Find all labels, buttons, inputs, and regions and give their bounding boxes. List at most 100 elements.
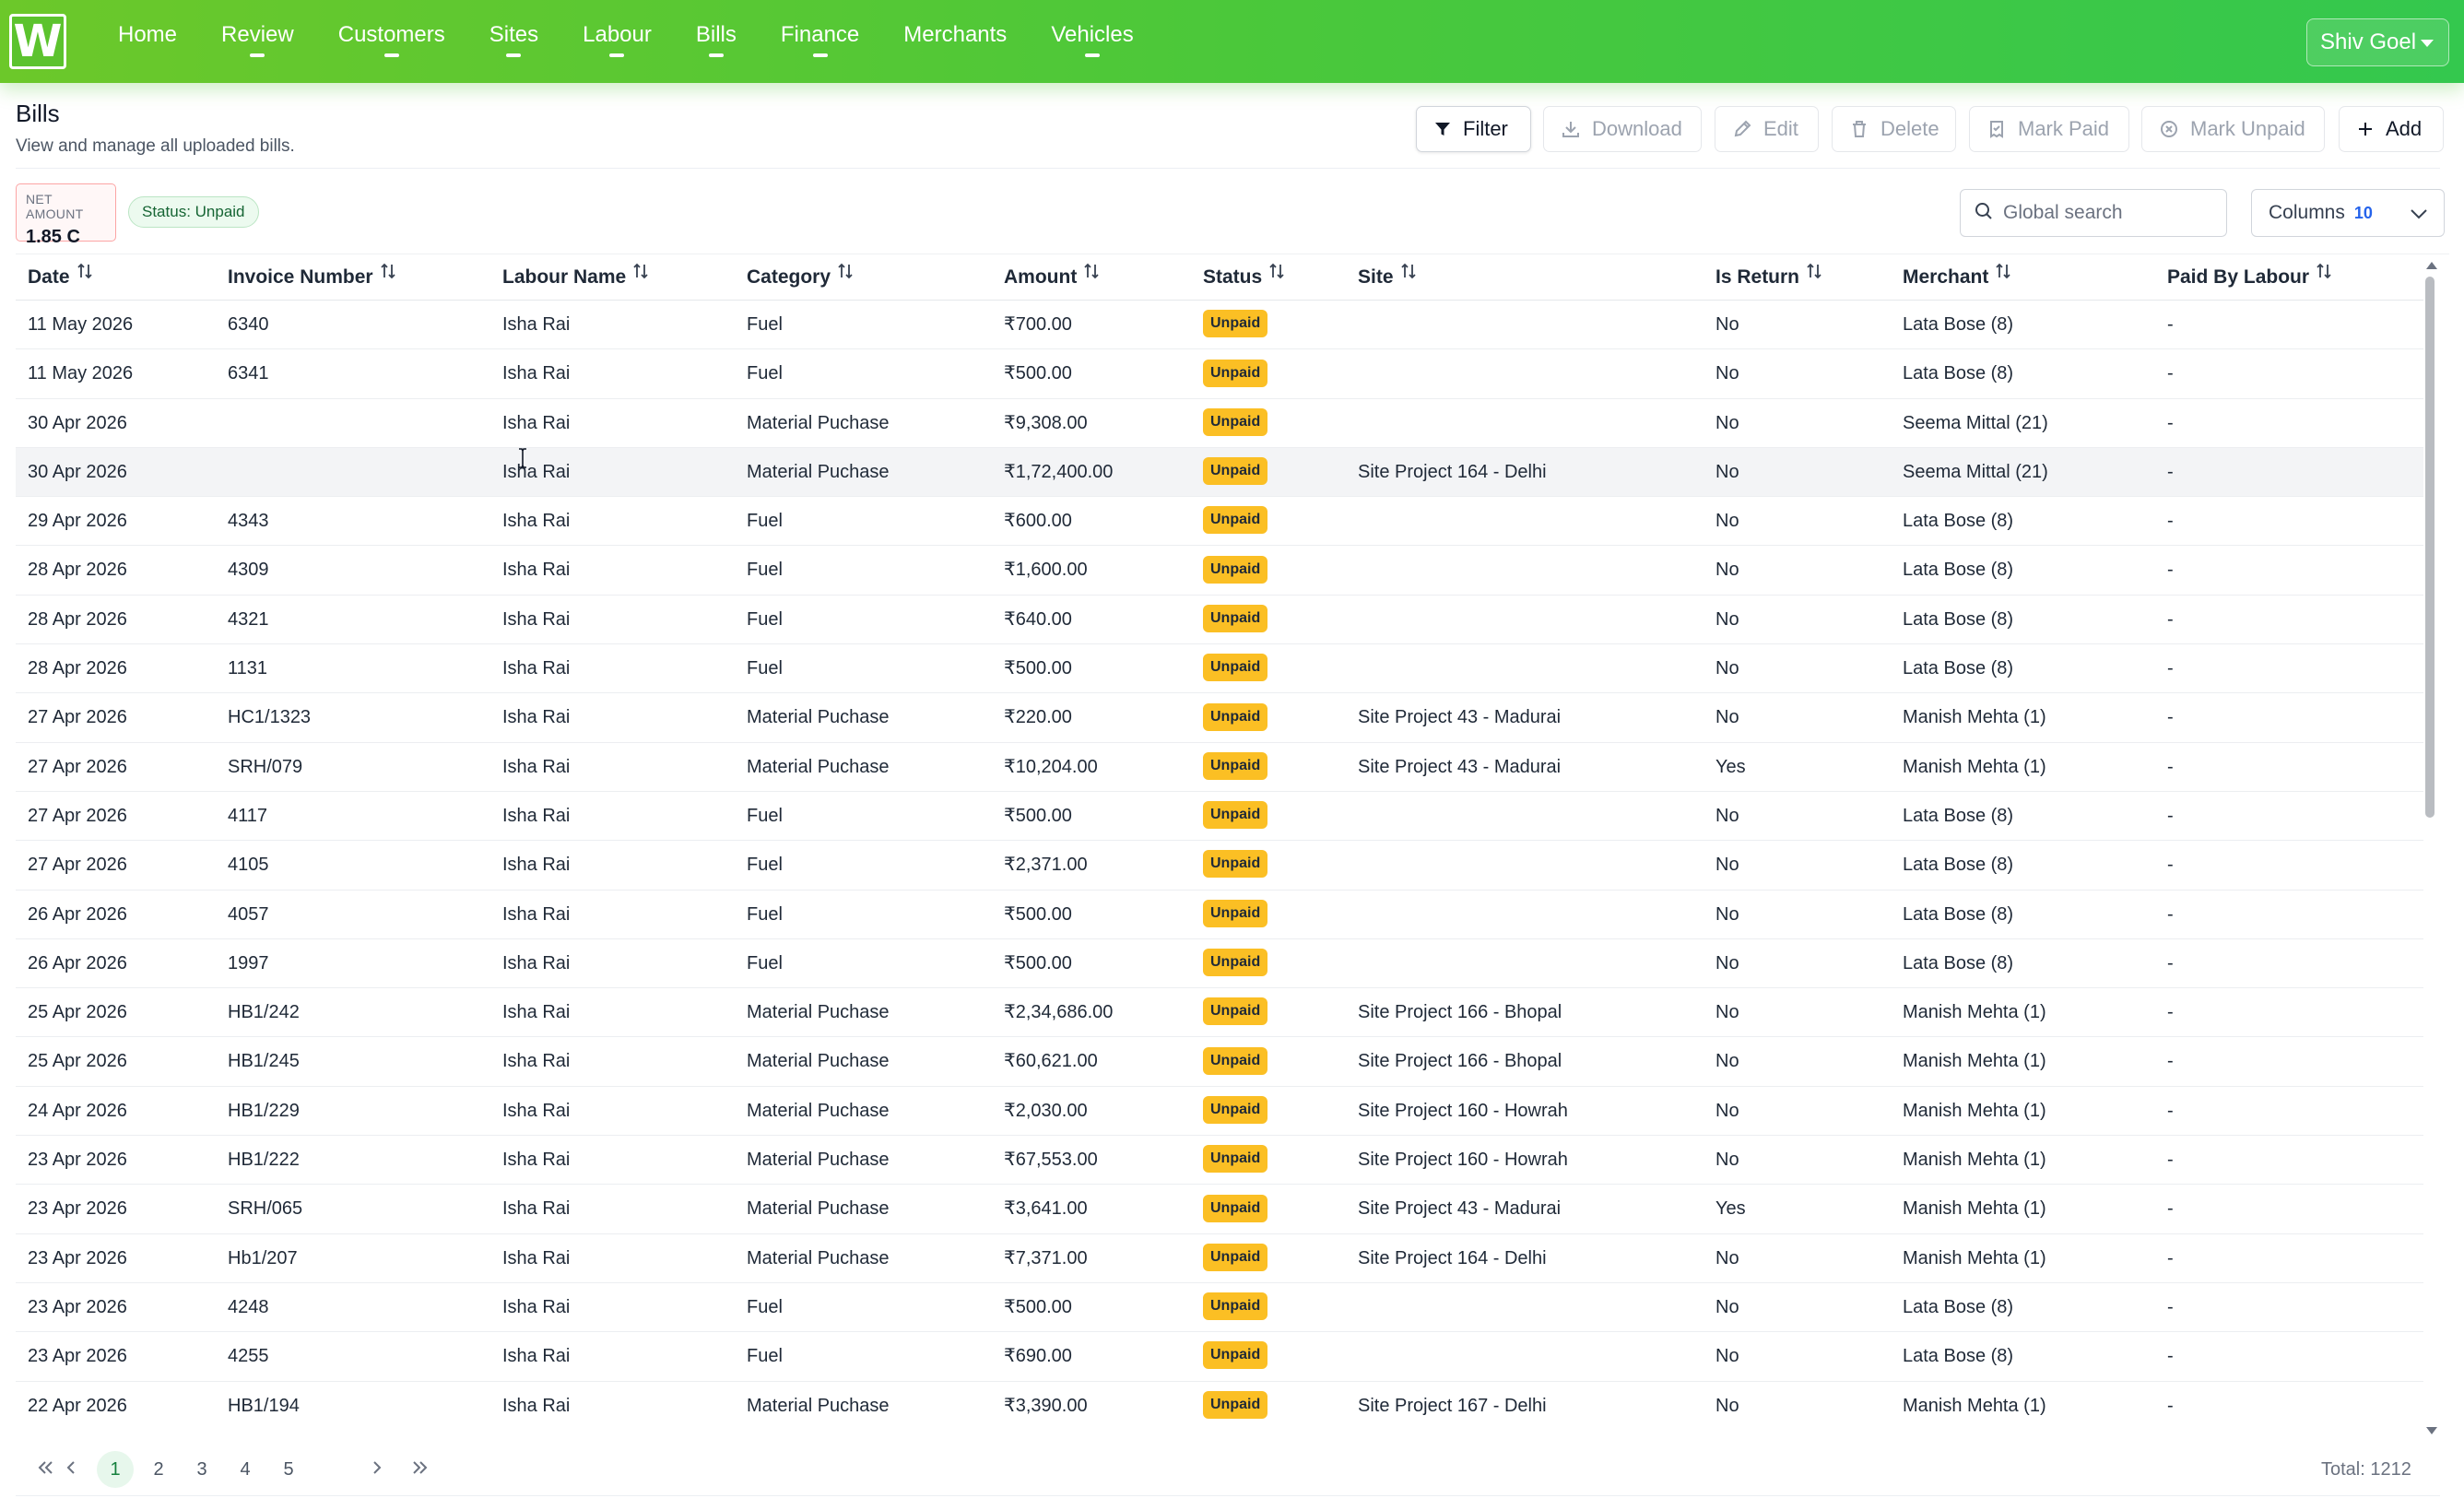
page-button-2[interactable]: 2 bbox=[153, 1459, 164, 1480]
page-button-3[interactable]: 3 bbox=[196, 1459, 207, 1480]
download-button[interactable]: Download bbox=[1543, 106, 1702, 152]
status-filter-chip[interactable]: Status: Unpaid bbox=[128, 196, 259, 228]
table-row[interactable]: 26 Apr 2026 4057 Isha Rai Fuel ₹500.00 Unpaid… bbox=[16, 891, 2423, 939]
cell-paid-by-labour: - bbox=[2167, 1395, 2174, 1416]
column-header-category[interactable]: Category bbox=[747, 254, 855, 301]
table-row[interactable]: 27 Apr 2026 SRH/079 Isha Rai Material Pucha… bbox=[16, 743, 2423, 792]
mark-unpaid-button[interactable]: Mark Unpaid bbox=[2141, 106, 2325, 152]
sort-icon[interactable] bbox=[1805, 254, 1823, 298]
cell-labour-name: Isha Rai bbox=[502, 1296, 571, 1317]
column-header-amount[interactable]: Amount bbox=[1004, 254, 1101, 301]
table-row[interactable]: 25 Apr 2026 HB1/245 Isha Rai Material Pucha… bbox=[16, 1037, 2423, 1087]
nav-item-labour[interactable]: Labour bbox=[583, 0, 652, 83]
cell-invoice-number: HC1/1323 bbox=[228, 707, 312, 728]
nav-item-sites[interactable]: Sites bbox=[489, 0, 538, 83]
column-header-is-return[interactable]: Is Return bbox=[1715, 254, 1823, 301]
table-row[interactable]: 23 Apr 2026 SRH/065 Isha Rai Material Pucha… bbox=[16, 1185, 2423, 1234]
table-row[interactable]: 27 Apr 2026 HC1/1323 Isha Rai Material Puch… bbox=[16, 693, 2423, 743]
add-button[interactable]: Add bbox=[2339, 106, 2444, 152]
cell-merchant: Manish Mehta (1) bbox=[1903, 756, 2046, 777]
table-row[interactable]: 28 Apr 2026 4309 Isha Rai Fuel ₹1,600.00 Unpa… bbox=[16, 546, 2423, 596]
nav-item-merchants[interactable]: Merchants bbox=[903, 0, 1007, 83]
table-row[interactable]: 11 May 2026 6340 Isha Rai Fuel ₹700.00 Unpaid… bbox=[16, 301, 2423, 350]
column-header-date[interactable]: Date bbox=[28, 254, 94, 301]
nav-item-label: Finance bbox=[780, 22, 860, 47]
nav-item-home[interactable]: Home bbox=[118, 0, 177, 83]
nav-item-bills[interactable]: Bills bbox=[696, 0, 737, 83]
table-row[interactable]: 25 Apr 2026 HB1/242 Isha Rai Material Pucha… bbox=[16, 988, 2423, 1038]
scroll-up-arrow-icon[interactable] bbox=[2426, 262, 2437, 269]
table-row[interactable]: 23 Apr 2026 Hb1/207 Isha Rai Material Pucha… bbox=[16, 1234, 2423, 1283]
first-page-button[interactable] bbox=[28, 1451, 65, 1488]
user-menu-button[interactable]: Shiv Goel bbox=[2306, 18, 2449, 66]
sort-icon[interactable] bbox=[836, 254, 855, 298]
app-logo[interactable]: W bbox=[9, 14, 66, 69]
dropdown-indicator-icon bbox=[708, 53, 724, 57]
nav-item-review[interactable]: Review bbox=[221, 0, 294, 83]
table-row[interactable]: 29 Apr 2026 4343 Isha Rai Fuel ₹600.00 Unpaid… bbox=[16, 497, 2423, 547]
last-page-button[interactable] bbox=[401, 1451, 438, 1488]
filter-button-label: Filter bbox=[1463, 117, 1508, 140]
table-row[interactable]: 24 Apr 2026 HB1/229 Isha Rai Material Pucha… bbox=[16, 1087, 2423, 1137]
cell-labour-name: Isha Rai bbox=[502, 855, 571, 876]
sort-icon[interactable] bbox=[76, 254, 94, 298]
table-row[interactable]: 27 Apr 2026 4105 Isha Rai Fuel ₹2,371.00 Unpa… bbox=[16, 841, 2423, 891]
cell-site: Site Project 167 - Delhi bbox=[1358, 1395, 1547, 1416]
global-search-input[interactable] bbox=[2003, 202, 2215, 224]
mark-paid-button[interactable]: Mark Paid bbox=[1969, 106, 2129, 152]
dropdown-indicator-icon bbox=[812, 53, 828, 57]
nav-item-finance[interactable]: Finance bbox=[781, 0, 859, 83]
prev-page-button[interactable] bbox=[53, 1451, 90, 1488]
edit-button[interactable]: Edit bbox=[1715, 106, 1819, 152]
sort-icon[interactable] bbox=[1082, 254, 1101, 298]
table-row[interactable]: 27 Apr 2026 4117 Isha Rai Fuel ₹500.00 Unpaid… bbox=[16, 792, 2423, 842]
page-button-5[interactable]: 5 bbox=[283, 1459, 294, 1480]
sort-icon[interactable] bbox=[379, 254, 397, 298]
cell-invoice-number: 4105 bbox=[228, 855, 269, 876]
cell-category: Fuel bbox=[747, 658, 783, 679]
table-row[interactable]: 23 Apr 2026 4255 Isha Rai Fuel ₹690.00 Unpaid… bbox=[16, 1332, 2423, 1382]
page-button-4[interactable]: 4 bbox=[240, 1459, 251, 1480]
cell-merchant: Manish Mehta (1) bbox=[1903, 1247, 2046, 1268]
cell-is-return: No bbox=[1715, 608, 1739, 630]
nav-item-vehicles[interactable]: Vehicles bbox=[1051, 0, 1134, 83]
column-header-status[interactable]: Status bbox=[1203, 254, 1286, 301]
cell-labour-name: Isha Rai bbox=[502, 608, 571, 630]
table-row[interactable]: 11 May 2026 6341 Isha Rai Fuel ₹500.00 Unpaid… bbox=[16, 349, 2423, 399]
status-badge: Unpaid bbox=[1203, 702, 1268, 731]
sort-icon[interactable] bbox=[2315, 254, 2333, 298]
chevron-right-icon bbox=[370, 1459, 383, 1480]
cell-amount: ₹700.00 bbox=[1004, 314, 1072, 335]
table-row[interactable]: 30 Apr 2026 Isha Rai Material Puchase ₹1,72… bbox=[16, 447, 2423, 498]
column-header-labour-name[interactable]: Labour Name bbox=[502, 254, 650, 301]
sort-icon[interactable] bbox=[1399, 254, 1418, 298]
next-page-button[interactable] bbox=[358, 1451, 395, 1488]
table-row[interactable]: 23 Apr 2026 HB1/222 Isha Rai Material Pucha… bbox=[16, 1136, 2423, 1186]
table-row[interactable]: 30 Apr 2026 Isha Rai Material Puchase ₹9,30… bbox=[16, 399, 2423, 448]
column-header-invoice-number[interactable]: Invoice Number bbox=[228, 254, 397, 301]
delete-button[interactable]: Delete bbox=[1832, 106, 1956, 152]
scroll-down-arrow-icon[interactable] bbox=[2426, 1427, 2437, 1434]
columns-selector[interactable]: Columns 10 bbox=[2251, 189, 2445, 237]
column-header-paid-by-labour[interactable]: Paid By Labour bbox=[2167, 254, 2333, 301]
download-button-label: Download bbox=[1592, 117, 1682, 140]
column-header-merchant[interactable]: Merchant bbox=[1903, 254, 2012, 301]
table-scrollbar-thumb[interactable] bbox=[2425, 277, 2435, 818]
cell-paid-by-labour: - bbox=[2167, 1296, 2174, 1317]
sort-icon[interactable] bbox=[1267, 254, 1286, 298]
nav-item-customers[interactable]: Customers bbox=[338, 0, 445, 83]
cell-labour-name: Isha Rai bbox=[502, 560, 571, 581]
page-button-1[interactable]: 1 bbox=[97, 1451, 134, 1488]
global-search-box[interactable] bbox=[1960, 189, 2227, 237]
cell-merchant: Manish Mehta (1) bbox=[1903, 707, 2046, 728]
table-row[interactable]: 26 Apr 2026 1997 Isha Rai Fuel ₹500.00 Unpaid… bbox=[16, 939, 2423, 989]
table-row[interactable]: 28 Apr 2026 4321 Isha Rai Fuel ₹640.00 Unpaid… bbox=[16, 596, 2423, 645]
table-row[interactable]: 22 Apr 2026 HB1/194 Isha Rai Material Pucha… bbox=[16, 1382, 2423, 1429]
caret-down-icon bbox=[2421, 40, 2434, 47]
table-row[interactable]: 23 Apr 2026 4248 Isha Rai Fuel ₹500.00 Unpaid… bbox=[16, 1283, 2423, 1333]
column-header-site[interactable]: Site bbox=[1358, 254, 1418, 301]
sort-icon[interactable] bbox=[1994, 254, 2012, 298]
sort-icon[interactable] bbox=[631, 254, 650, 298]
filter-button[interactable]: Filter bbox=[1416, 106, 1531, 152]
table-row[interactable]: 28 Apr 2026 1131 Isha Rai Fuel ₹500.00 Unpaid… bbox=[16, 644, 2423, 694]
